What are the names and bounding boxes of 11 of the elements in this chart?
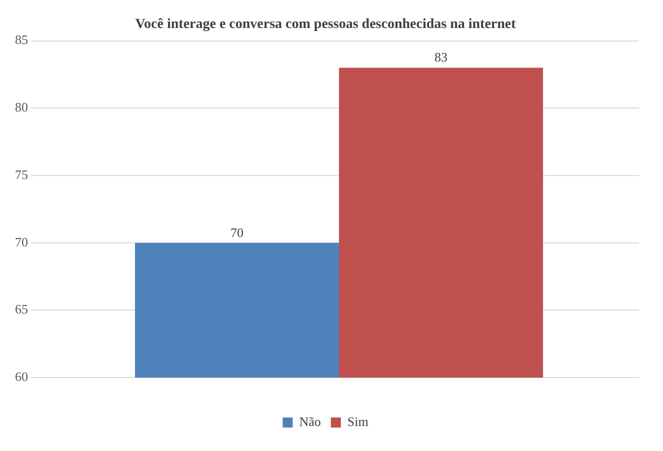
legend-label: Não: [299, 414, 321, 429]
y-tick-label: 80: [15, 100, 28, 115]
y-tick-label: 65: [15, 302, 28, 317]
legend-label: Sim: [347, 414, 368, 429]
data-label: 83: [434, 50, 448, 65]
chart-title: Você interage e conversa com pessoas desconhecidas na internet: [135, 17, 516, 32]
y-tick-label: 75: [15, 166, 28, 182]
data-label: 70: [230, 224, 244, 240]
y-tick-label: 70: [15, 234, 28, 250]
y-tick-label: 85: [15, 32, 28, 48]
y-tick-label: 60: [15, 369, 28, 384]
